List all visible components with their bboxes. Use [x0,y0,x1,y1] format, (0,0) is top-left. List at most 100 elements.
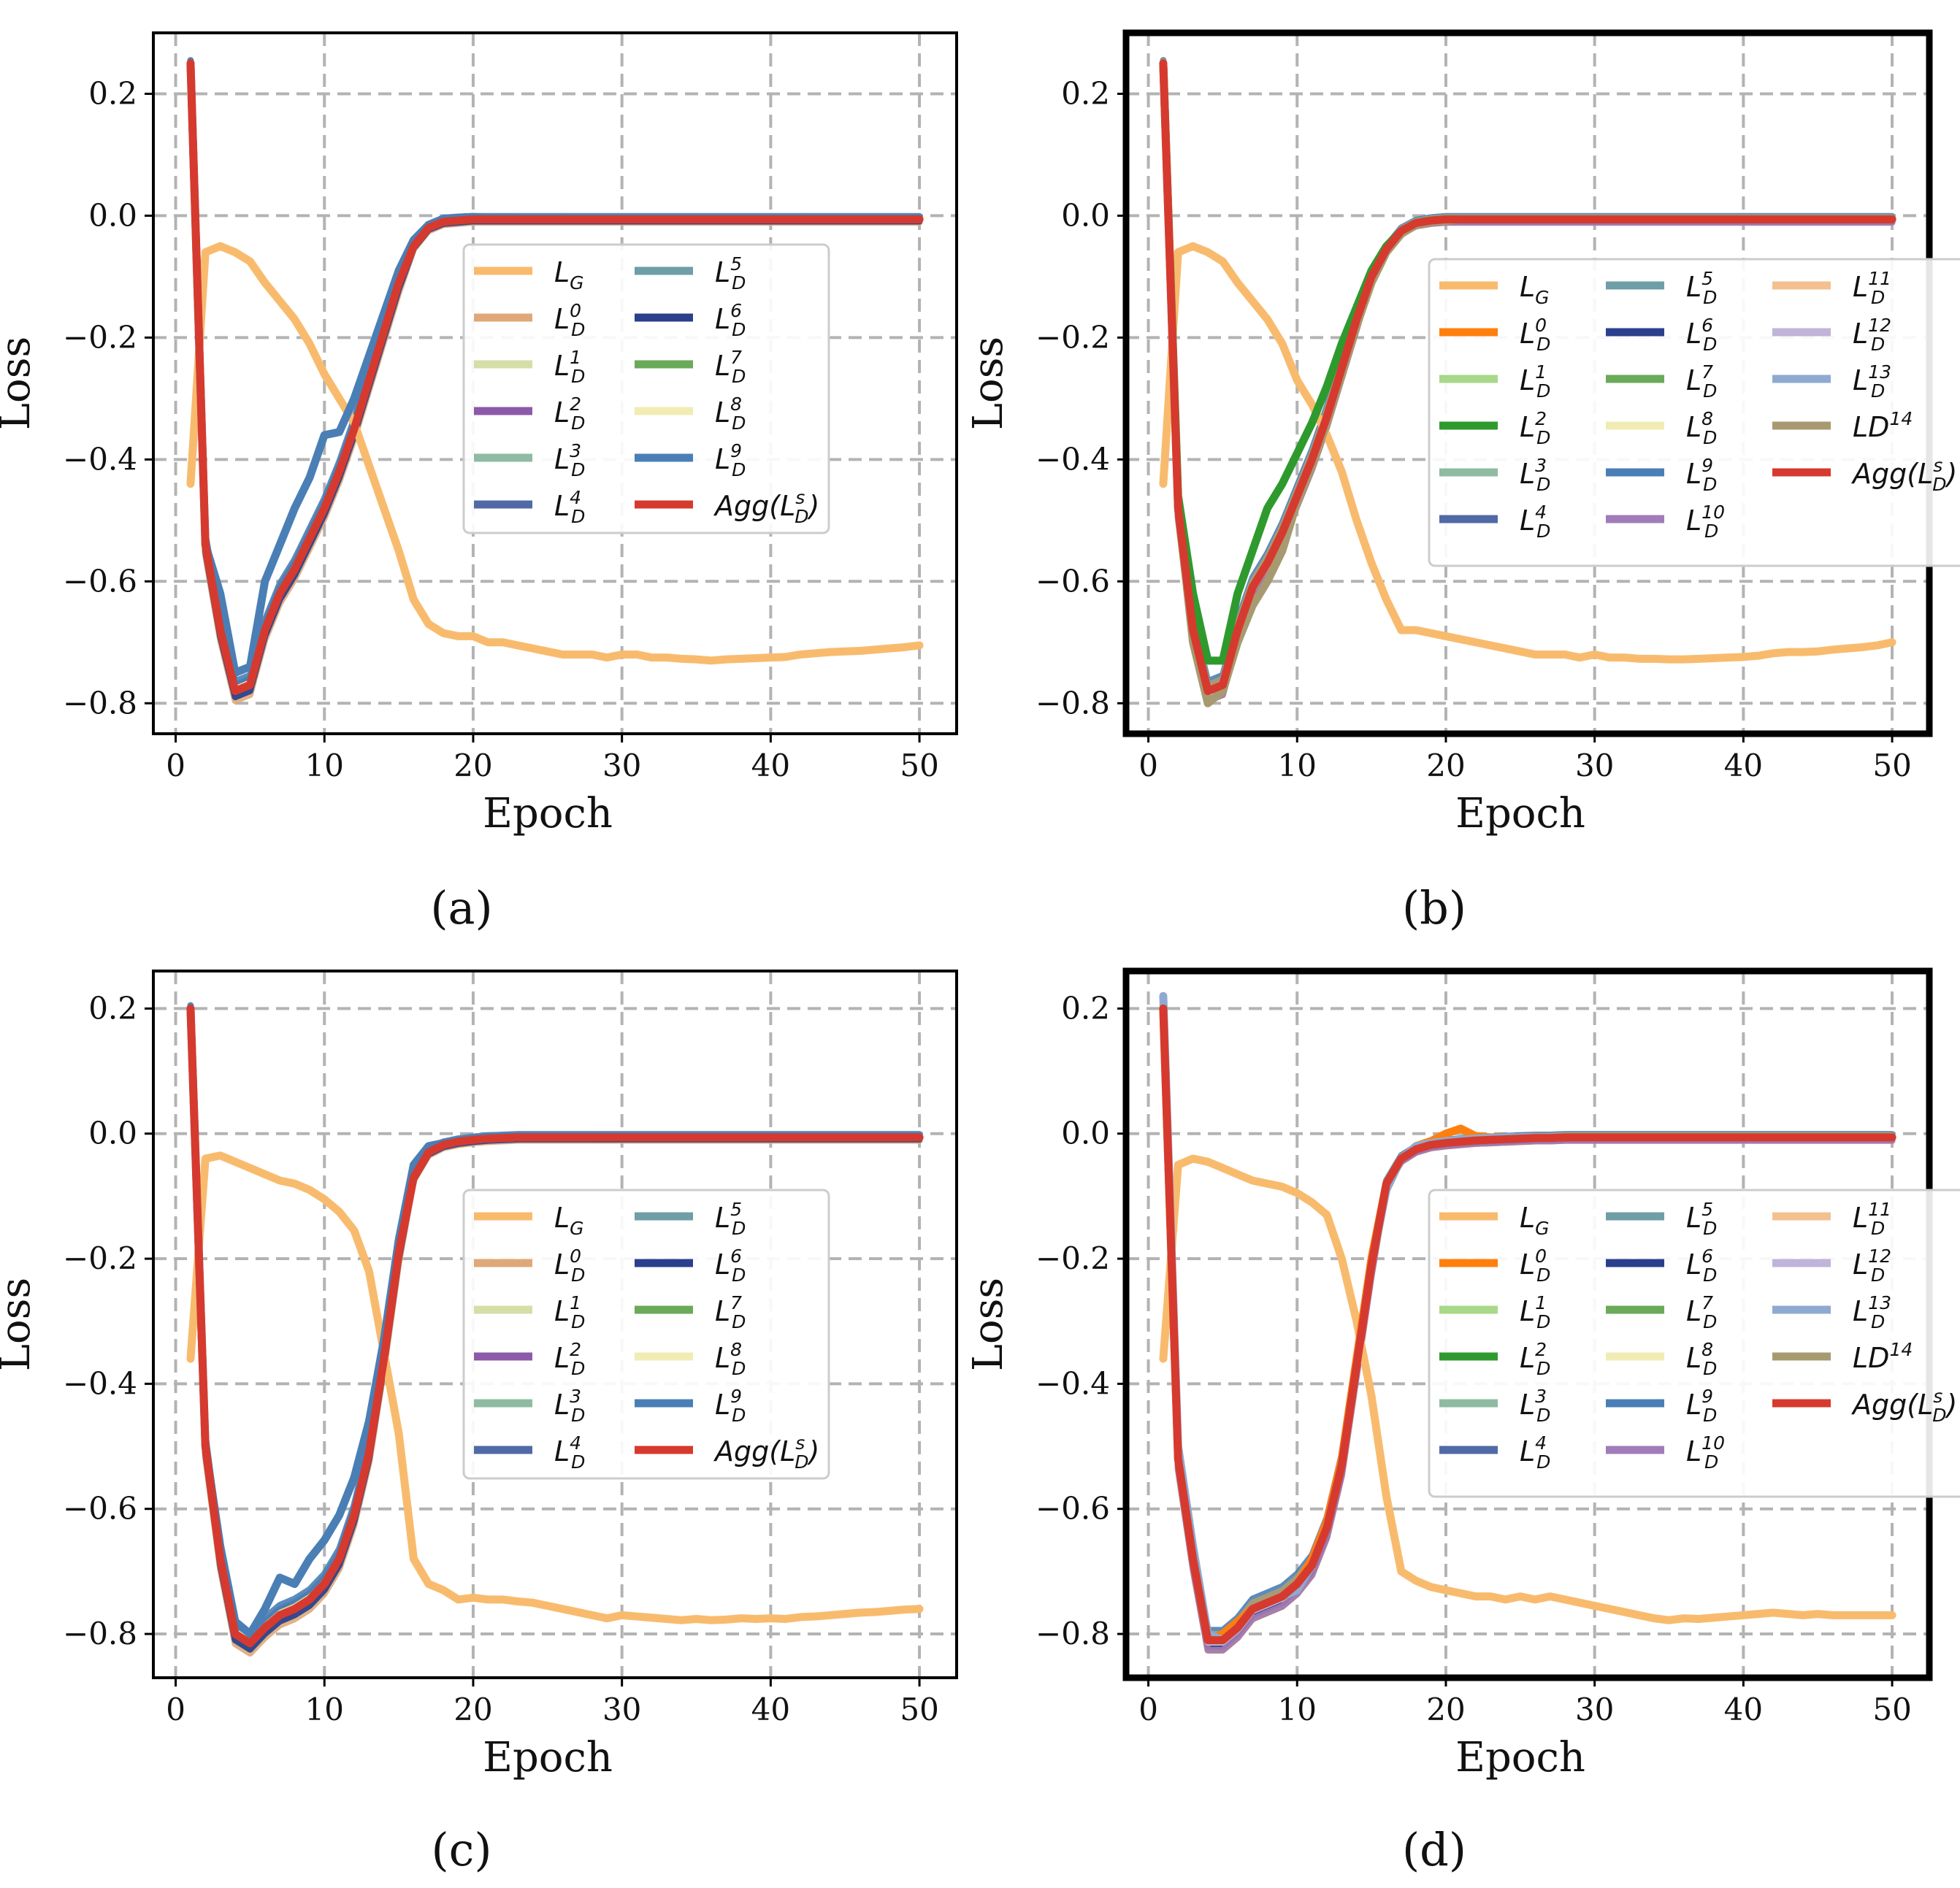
x-axis-label: Epoch [1455,1734,1585,1781]
legend-label: L9 D [1686,1386,1717,1426]
legend-label: L4 D [554,1432,585,1473]
legend-label: L8 D [1686,1339,1717,1379]
axes-frame [152,970,958,1679]
legend-label: L9 D [1686,455,1717,495]
legend-label: L3 D [554,1386,585,1426]
legend-label: LG [1520,1202,1550,1239]
legend-label: L0 D [1520,315,1550,355]
legend-box [462,243,830,534]
x-tick-label: 10 [305,1692,344,1727]
legend: LG L0 D L1 D L2 D L3 D L4 D L5 D L6 D L7 D L8 D L9 D L10 D L11 D… [1428,258,1960,567]
legend-label: L0 D [1520,1246,1550,1286]
x-tick-label: 0 [1138,748,1158,783]
panel-caption: (d) [1402,1823,1466,1876]
x-tick-label: 20 [1426,748,1465,783]
legend-label: LG [1520,271,1550,308]
legend-label: L9 D [715,1386,746,1426]
y-tick-label: 0.2 [1061,75,1110,111]
legend-label: L12 D [1853,1246,1891,1286]
y-tick-label: 0.0 [1061,197,1110,233]
x-tick-label: 40 [751,748,790,783]
series-line-l-g [186,242,924,665]
y-tick-label: −0.2 [1035,1240,1110,1276]
legend-label: L6 D [715,1246,746,1286]
legend-label: L8 D [715,1339,746,1379]
legend-label: L2 D [554,1339,585,1379]
legend-label: LG [554,256,584,293]
x-tick-label: 10 [305,748,344,783]
x-tick-label: 30 [602,1692,641,1727]
x-tick-label: 40 [751,1692,790,1727]
legend-label: LG [554,1202,584,1239]
x-tick-label: 20 [1426,1692,1465,1727]
legend-label: L6 D [1686,315,1717,355]
x-tick-label: 20 [453,748,492,783]
legend-label: L2 D [1520,1339,1550,1379]
legend-label: L1 D [554,347,585,387]
legend-label: LD14 [1853,1339,1913,1374]
chart-panel-c: 0 10 20 30 40 50 −0.8 −0.6 −0.4 −0.2 0.0 0.2 Epoch Lo… [0,970,958,1876]
y-axis-label: Loss [965,337,1012,430]
y-tick-label: 0.2 [1061,990,1110,1026]
legend-label: L0 D [554,300,585,340]
series-line-agg-l-d-s- [186,1004,924,1648]
series-line-l-g [1159,1154,1896,1624]
legend-label: L11 D [1853,1199,1891,1239]
y-tick-label: −0.6 [63,563,137,599]
x-tick-label: 50 [1872,748,1911,783]
y-tick-label: −0.8 [1035,1616,1110,1651]
legend: LG L0 D L1 D L2 D L3 D L4 D L5 D L6 D L7 D L8 D L9 D Agg(Ls D) [462,243,830,534]
y-tick-label: −0.4 [63,441,137,477]
x-tick-label: 10 [1278,1692,1317,1727]
panel-caption: (a) [430,881,492,935]
y-tick-label: −0.6 [63,1491,137,1527]
legend-label: L5 D [715,1199,746,1239]
x-tick-label: 0 [166,1692,185,1727]
x-tick-label: 10 [1278,748,1317,783]
legend-label: L1 D [554,1292,585,1332]
legend-label: L5 D [1686,268,1717,308]
legend-label: L3 D [1520,1386,1550,1426]
legend-label: Agg(Ls D) [1850,1386,1957,1426]
legend: LG L0 D L1 D L2 D L3 D L4 D L5 D L6 D L7 D L8 D L9 D L10 D L11 D… [1428,1189,1960,1498]
legend-label: L6 D [715,300,746,340]
x-tick-label: 0 [1138,1692,1158,1727]
y-tick-label: 0.2 [88,990,137,1026]
legend-label: L7 D [1686,361,1717,402]
x-tick-label: 0 [166,748,185,783]
legend-label: L2 D [554,394,585,434]
legend-label: L8 D [1686,408,1717,448]
y-tick-label: −0.4 [1035,441,1110,477]
legend-label: L10 D [1686,502,1725,542]
legend-label: Agg(Ls D) [1850,455,1957,495]
y-tick-label: −0.6 [1035,1491,1110,1527]
legend-label: L4 D [554,487,585,527]
panel-caption: (b) [1402,881,1466,935]
series-line-agg-l-d-s- [1159,59,1896,696]
legend-label: L4 D [1520,502,1550,542]
legend-label: L4 D [1520,1432,1550,1473]
y-axis-label: Loss [965,1278,1012,1371]
legend-label: L1 D [1520,1292,1550,1332]
panel-caption: (c) [431,1823,491,1876]
legend-label: L7 D [1686,1292,1717,1332]
y-tick-label: 0.0 [88,197,137,233]
x-tick-label: 50 [900,1692,938,1727]
x-tick-label: 20 [453,1692,492,1727]
y-tick-label: −0.8 [63,685,137,721]
x-axis-label: Epoch [483,1734,613,1781]
legend-label: L3 D [1520,455,1550,495]
x-tick-label: 40 [1724,748,1763,783]
x-tick-label: 30 [1575,1692,1614,1727]
legend-label: L9 D [715,440,746,480]
y-tick-label: −0.2 [63,1240,137,1276]
y-tick-label: 0.2 [88,75,137,111]
legend: LG L0 D L1 D L2 D L3 D L4 D L5 D L6 D L7 D L8 D L9 D Agg(Ls D) [462,1189,830,1480]
legend-label: Agg(Ls D) [713,487,819,527]
legend-label: L1 D [1520,361,1550,402]
legend-label: L13 D [1853,361,1891,402]
legend-label: L5 D [715,253,746,293]
y-axis-label: Loss [0,1278,39,1371]
legend-label: LD14 [1853,408,1913,443]
legend-label: L12 D [1853,315,1891,355]
